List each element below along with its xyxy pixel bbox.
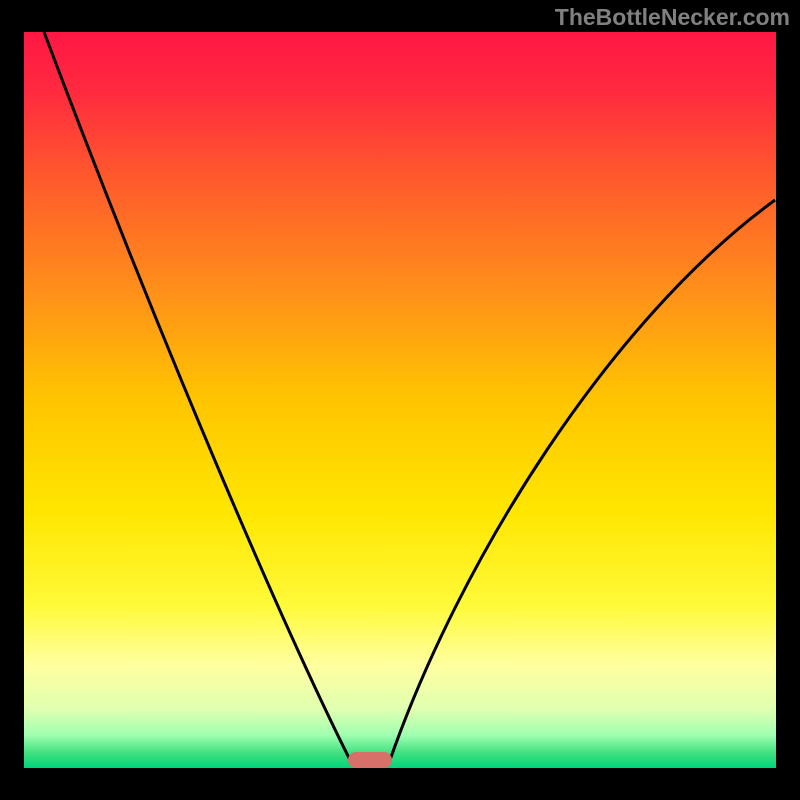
chart-svg [0,0,800,800]
chart-container: TheBottleNecker.com [0,0,800,800]
bottleneck-marker [348,752,392,768]
watermark-text: TheBottleNecker.com [555,4,790,31]
plot-area [24,32,776,768]
